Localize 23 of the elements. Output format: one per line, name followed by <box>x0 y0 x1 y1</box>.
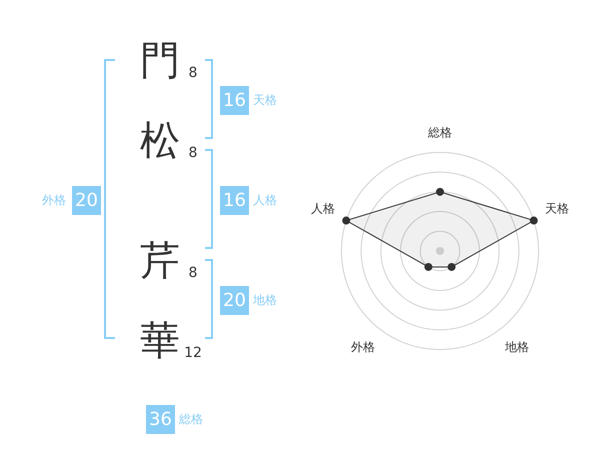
category-label: 地格 <box>253 293 277 308</box>
category-label: 松 <box>140 118 180 164</box>
data-label: 8 <box>188 145 198 161</box>
category-label: 華 <box>140 318 180 364</box>
category-label: 人格 <box>253 193 277 208</box>
spoke-label: 外格 <box>350 340 375 354</box>
spoke-label: 総格 <box>427 125 452 140</box>
data-label: 12 <box>183 345 203 361</box>
data-label: 8 <box>188 265 198 281</box>
data-label: 20 <box>72 186 101 215</box>
spoke-label: 地格 <box>504 340 530 354</box>
data-label: 20 <box>220 286 249 315</box>
data-label: 8 <box>188 65 198 81</box>
category-label: 天格 <box>253 93 277 108</box>
category-label: 門 <box>140 38 180 84</box>
category-label: 芹 <box>140 238 180 284</box>
category-label: 総格 <box>179 412 203 427</box>
data-label: 36 <box>146 405 175 434</box>
data-label: 16 <box>220 86 249 115</box>
spoke-label: 天格 <box>545 202 570 216</box>
category-label: 外格 <box>42 193 66 208</box>
data-label: 16 <box>220 186 249 215</box>
spoke-label: 人格 <box>310 202 335 216</box>
